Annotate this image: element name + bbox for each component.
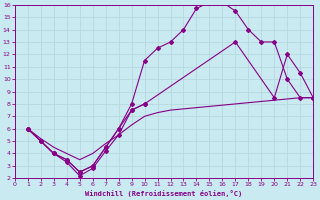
X-axis label: Windchill (Refroidissement éolien,°C): Windchill (Refroidissement éolien,°C) <box>85 190 243 197</box>
